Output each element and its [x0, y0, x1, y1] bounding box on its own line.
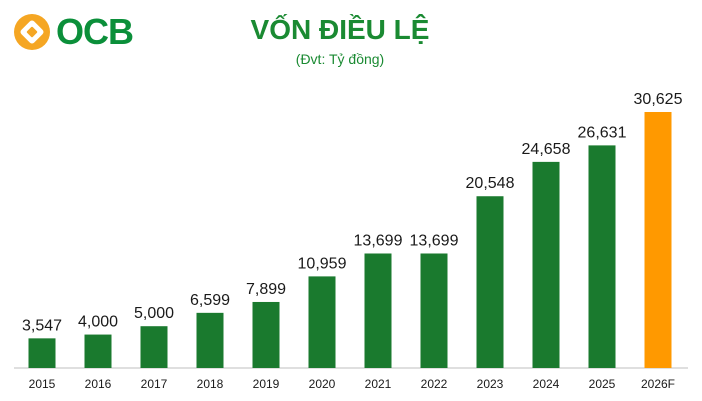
bar-2023 — [476, 196, 504, 368]
value-label-2020: 10,959 — [298, 255, 347, 272]
value-label-2022: 13,699 — [410, 232, 459, 249]
bar-2015 — [28, 338, 56, 368]
value-label-2024: 24,658 — [522, 141, 571, 158]
ocb-logo-icon — [14, 14, 50, 50]
tick-label-2015: 2015 — [29, 377, 56, 391]
tick-label-2021: 2021 — [365, 377, 392, 391]
value-label-2025: 26,631 — [578, 124, 627, 141]
value-label-2018: 6,599 — [190, 292, 230, 309]
tick-label-2019: 2019 — [253, 377, 280, 391]
tick-label-2018: 2018 — [197, 377, 224, 391]
bar-2020 — [308, 276, 336, 368]
value-label-2016: 4,000 — [78, 314, 118, 331]
tick-label-2024: 2024 — [533, 377, 560, 391]
value-label-2019: 7,899 — [246, 281, 286, 298]
tick-label-2016: 2016 — [85, 377, 112, 391]
tick-label-2026f: 2026F — [641, 377, 675, 391]
tick-label-2017: 2017 — [141, 377, 168, 391]
value-label-2017: 5,000 — [134, 305, 174, 322]
bar-2025 — [588, 145, 616, 368]
value-label-2023: 20,548 — [466, 175, 515, 192]
bar-2024 — [532, 161, 560, 368]
bar-2019 — [252, 301, 280, 368]
tick-label-2022: 2022 — [421, 377, 448, 391]
ocb-logo: OCB — [14, 11, 134, 52]
tick-label-2025: 2025 — [589, 377, 616, 391]
tick-label-2020: 2020 — [309, 377, 336, 391]
value-label-2026f: 30,625 — [634, 91, 683, 108]
value-label-2015: 3,547 — [22, 317, 62, 334]
bar-2022 — [420, 253, 448, 368]
tick-label-2023: 2023 — [477, 377, 504, 391]
bar-2016 — [84, 334, 112, 368]
ocb-logo-text: OCB — [56, 11, 134, 52]
bar-2026f — [644, 112, 672, 368]
bar-2018 — [196, 312, 224, 368]
bar-2021 — [364, 253, 392, 368]
chart-title: VỐN ĐIỀU LỆ — [250, 14, 430, 45]
value-label-2021: 13,699 — [354, 232, 403, 249]
bar-2017 — [140, 326, 168, 368]
chart-subtitle: (Đvt: Tỷ đồng) — [295, 51, 385, 67]
